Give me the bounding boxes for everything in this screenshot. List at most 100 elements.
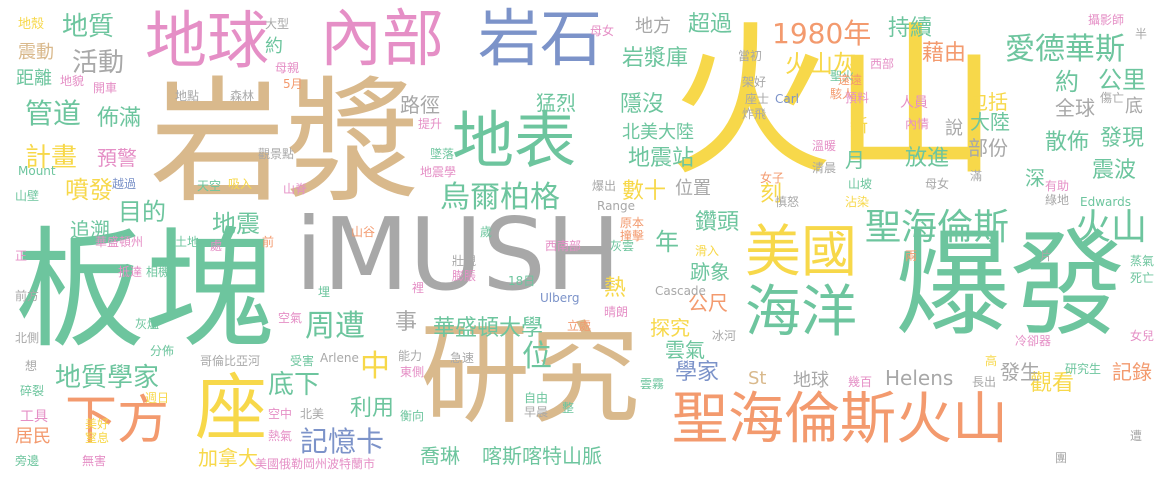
word-zao: 遭: [1130, 429, 1143, 443]
word-shuo: 說: [945, 118, 963, 139]
word-xin: 新: [850, 116, 868, 137]
word-tisheng: 提升: [418, 117, 443, 131]
word-senlin: 森林: [230, 89, 255, 103]
word-dixia: 底下: [268, 370, 321, 400]
word-dike: 地殼: [18, 17, 45, 32]
word-kongzhong: 空中: [268, 407, 293, 421]
word-faxian: 發現: [1100, 126, 1145, 151]
word-shengshan: 聖海倫斯火山: [672, 387, 1008, 452]
word-muqin2: 母女: [925, 177, 950, 191]
word-yujing: 預警: [97, 146, 137, 170]
word-xuejia: 學家: [675, 360, 720, 385]
word-buman: 佈滿: [97, 106, 142, 131]
word-xiafang: 下方: [65, 391, 170, 451]
word-wennuan: 溫暖: [812, 139, 837, 153]
word-tuan: 團: [1055, 451, 1068, 465]
word-qingchen: 清晨: [812, 161, 837, 175]
word-dimao: 地貌: [60, 74, 85, 88]
word-jihua: 計畫: [25, 143, 78, 173]
word-zheng: 正: [15, 249, 28, 263]
word-sanbu: 散佈: [1045, 130, 1090, 155]
word-1980: 1980年: [772, 17, 872, 50]
word-mai: 埋: [318, 285, 331, 299]
word-penfa: 噴發: [65, 176, 113, 204]
word-jingren: 駭人: [830, 87, 855, 101]
word-zhengqi: 蒸氣: [1130, 254, 1155, 268]
word-diqiu-small: 地球: [793, 370, 829, 391]
word-dizhixuejia: 地質學家: [55, 363, 160, 393]
word-shushi: 數十: [622, 179, 667, 204]
word-jilu: 記錄: [1112, 360, 1152, 384]
word-imush: iMUSH: [295, 196, 621, 313]
word-zheng2: 整: [562, 401, 575, 415]
word-bankuai: 板塊: [15, 214, 276, 366]
word-range: Range: [597, 199, 636, 213]
word-huoshanhui: 火山灰: [785, 50, 857, 78]
word-pengzhang: 膨脹: [452, 269, 477, 283]
word-wei: 位: [522, 339, 552, 374]
word-ulberg: Ulberg: [540, 291, 580, 305]
word-neiqing: 內情: [905, 117, 930, 131]
word-didian: 地點: [175, 89, 200, 103]
word-zaochen: 早晨: [524, 405, 549, 419]
word-mount: Mount: [18, 164, 56, 178]
word-xiang: 想: [25, 359, 38, 373]
word-beice: 北側: [15, 331, 40, 345]
word-dizhenzhan: 地震站: [628, 146, 695, 171]
word-zuishi: 座士: [745, 92, 770, 106]
word-li: 裡: [412, 281, 425, 295]
word-huasheng: 華盛頓大學: [433, 316, 544, 341]
word-yue: 約: [1055, 68, 1079, 96]
word-pian: 片: [1040, 249, 1053, 263]
word-xiangxian: 相機: [146, 265, 171, 279]
word-fenbu: 分佈: [150, 344, 175, 358]
word-neibu: 內部: [320, 2, 445, 75]
word-zhong: 中: [360, 349, 390, 384]
word-xinanbu: 西南部: [545, 239, 582, 253]
word-yanjiang: 岩漿: [150, 64, 420, 221]
word-shenghai: 聖海倫斯: [865, 207, 1010, 248]
word-weizhi: 位置: [675, 178, 711, 199]
word-arlene: Arlene: [320, 351, 359, 365]
word-baofa: 爆發: [895, 218, 1126, 352]
word-huodong: 活動: [72, 48, 125, 78]
word-xibu: 西部: [870, 57, 895, 71]
word-meiguo: 美國: [745, 220, 857, 285]
word-didai: 抵達: [118, 265, 143, 279]
word-re: 熱: [604, 276, 627, 301]
word-baokuo: 包括: [968, 90, 1008, 114]
word-huijin: 灰燼: [135, 317, 160, 331]
word-yuliao: 預料: [845, 91, 870, 105]
word-meiguoezhou: 美國俄勒岡州波特蘭市: [255, 457, 376, 471]
word-huoshan: 火山: [668, 6, 998, 198]
word-shangwang: 傷亡: [1100, 91, 1125, 105]
word-kaiche: 開車: [93, 81, 118, 95]
word-shanbi: 山壁: [15, 189, 40, 203]
word-kongqi: 空氣: [278, 311, 303, 325]
word-haiyang: 海洋: [745, 280, 857, 345]
word-fangjin: 放進: [905, 146, 950, 171]
word-zhouri: 週日: [145, 391, 170, 405]
word-baochu: 爆出: [592, 179, 617, 193]
word-jumin: 居民: [15, 426, 51, 447]
word-beimei: 北美大陸: [622, 122, 694, 143]
word-huachengzhou: 華盛頓州: [95, 235, 144, 249]
word-kasi: 喀斯喀特山脈: [482, 444, 602, 468]
word-lichu: 立處: [567, 319, 592, 333]
word-di: 底: [1125, 96, 1143, 117]
word-guandao: 管道: [25, 97, 82, 130]
word-dangwu: 當初: [738, 49, 763, 63]
word-gelunbiya: 哥倫比亞河: [200, 354, 261, 368]
word-shanji: 山脊: [283, 182, 308, 196]
word-tiankong: 天空: [197, 179, 222, 193]
word-liyong: 利用: [350, 396, 395, 421]
word-beimei-s: 北美: [300, 407, 325, 421]
word-shangu: 山谷: [351, 225, 376, 239]
word-cascade: Cascade: [655, 284, 706, 298]
word-difang: 地方: [635, 16, 671, 37]
word-zhanran: 沾染: [845, 195, 870, 209]
word-shenghuo: 聖火: [830, 69, 855, 83]
word-gao: 高: [985, 354, 998, 368]
word-jieyou: 藉由: [922, 41, 967, 66]
word-yunwu: 雲霧: [640, 377, 665, 391]
